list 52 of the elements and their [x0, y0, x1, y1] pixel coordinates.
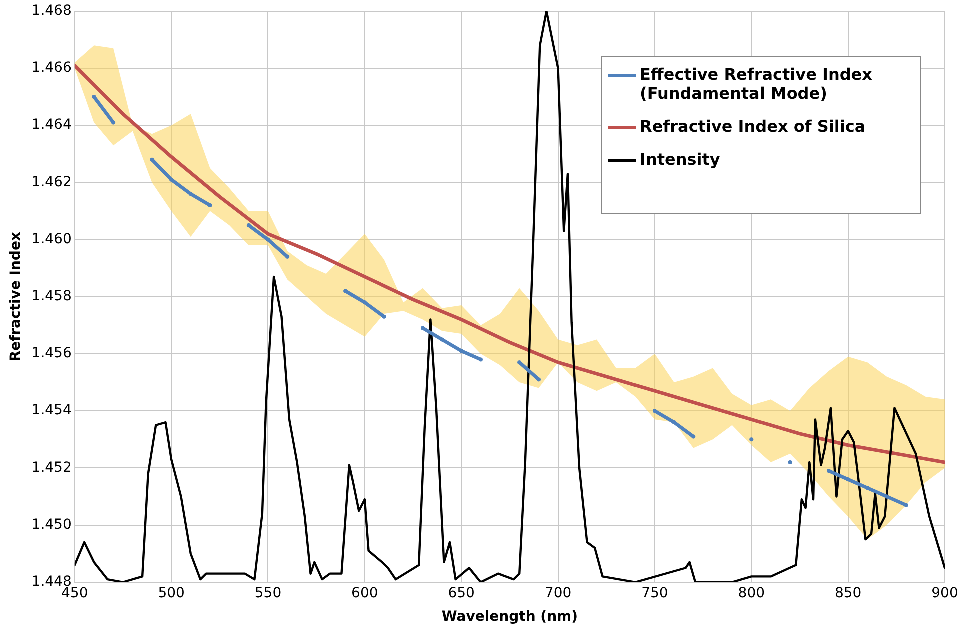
y-tick-label: 1.464 — [32, 117, 72, 134]
y-tick-label: 1.454 — [32, 402, 72, 419]
point — [420, 326, 425, 330]
y-tick-label: 1.458 — [32, 288, 72, 305]
x-tick-label: 700 — [544, 585, 572, 602]
x-tick-label: 550 — [254, 585, 282, 602]
y-tick-label: 1.456 — [32, 346, 72, 362]
y-tick-label: 1.468 — [32, 3, 72, 20]
x-tick-label: 800 — [738, 585, 766, 602]
point — [440, 338, 444, 342]
point — [286, 254, 290, 259]
point — [884, 494, 889, 499]
legend-label: Refractive Index of Silica — [640, 117, 866, 136]
point — [826, 469, 831, 474]
legend-label: Intensity — [640, 150, 720, 169]
y-tick-label: 1.450 — [32, 516, 72, 533]
x-tick-label: 850 — [834, 585, 862, 602]
x-tick-label: 600 — [352, 585, 378, 602]
point — [92, 95, 96, 100]
y-axis-title: Refractive Index — [8, 232, 24, 362]
point — [788, 460, 792, 464]
point — [344, 289, 348, 294]
point — [266, 238, 270, 242]
y-tick-label: 1.466 — [32, 60, 72, 76]
legend-label: Effective Refractive Index (Fundamental Mode) — [640, 65, 874, 103]
point — [460, 349, 464, 354]
x-tick-label: 650 — [448, 585, 475, 602]
point — [382, 314, 386, 319]
point — [478, 358, 483, 362]
point — [188, 192, 193, 196]
y-tick-label: 1.462 — [32, 174, 72, 190]
point — [672, 420, 676, 425]
point — [652, 409, 657, 414]
x-tick-label: 900 — [932, 585, 958, 602]
point — [536, 378, 541, 382]
point — [112, 120, 116, 125]
point — [362, 300, 367, 305]
point — [208, 204, 212, 208]
point — [866, 486, 870, 490]
point — [692, 434, 696, 439]
point — [518, 360, 522, 365]
point — [846, 478, 850, 482]
point — [904, 503, 908, 508]
y-tick-label: 1.452 — [32, 460, 72, 476]
point — [246, 224, 251, 228]
y-tick-label: 1.460 — [32, 231, 72, 248]
x-tick-label: 750 — [642, 585, 668, 602]
x-axis-title: Wavelength (nm) — [442, 609, 578, 626]
point — [170, 178, 174, 182]
point — [750, 438, 754, 442]
point — [150, 158, 154, 162]
x-tick-label: 500 — [158, 585, 185, 602]
